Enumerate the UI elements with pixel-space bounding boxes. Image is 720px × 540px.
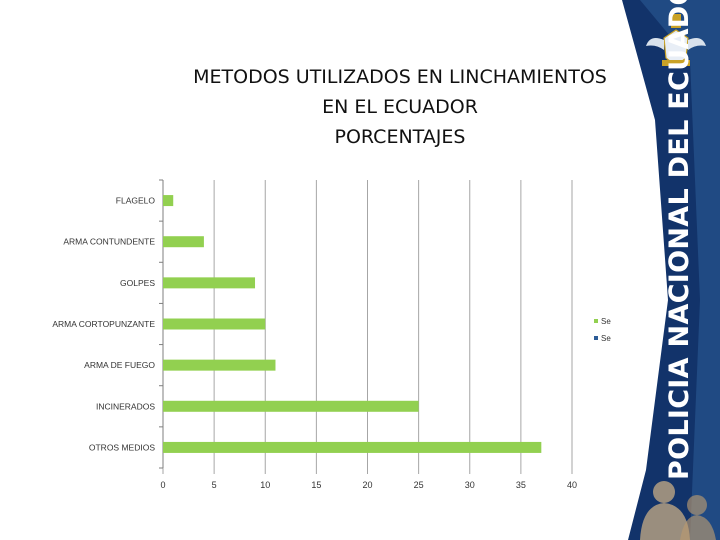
legend-swatch: [594, 319, 598, 323]
x-tick-label: 15: [311, 480, 321, 490]
officer-silhouette-icon: [640, 481, 716, 540]
category-label: INCINERADOS: [96, 401, 155, 411]
category-label: ARMA DE FUEGO: [84, 360, 155, 370]
category-label: OTROS MEDIOS: [89, 442, 155, 452]
x-tick-label: 30: [465, 480, 475, 490]
x-tick-label: 20: [362, 480, 372, 490]
bar-flagelo: [163, 195, 174, 207]
category-label: GOLPES: [120, 278, 155, 288]
chart-title-line-1: METODOS UTILIZADOS EN LINCHAMIENTOS: [193, 66, 607, 88]
x-tick-label: 40: [567, 480, 577, 490]
x-tick-label: 35: [516, 480, 526, 490]
bar-arma-contundente: [163, 236, 204, 248]
legend-label: Se: [601, 317, 611, 326]
police-crest-icon: [646, 14, 706, 67]
bar-arma-cortopunzante: [163, 318, 266, 330]
legend-label: Se: [601, 334, 611, 343]
x-tick-label: 10: [260, 480, 270, 490]
bar-arma-de-fuego: [163, 359, 276, 371]
bar-otros-medios: [163, 441, 542, 453]
category-label: ARMA CORTOPUNZANTE: [52, 319, 155, 329]
x-tick-label: 0: [160, 480, 165, 490]
chart-title-line-2: EN EL ECUADOR: [322, 96, 478, 118]
bar-incinerados: [163, 400, 419, 412]
x-tick-label: 5: [212, 480, 217, 490]
chart-title: METODOS UTILIZADOS EN LINCHAMIENTOS EN E…: [170, 62, 630, 152]
category-label: ARMA CONTUNDENTE: [63, 237, 155, 247]
x-tick-label: 25: [414, 480, 424, 490]
chart-title-line-3: PORCENTAJES: [334, 126, 466, 148]
bar-golpes: [163, 277, 256, 289]
legend-swatch: [594, 336, 598, 340]
banner-stripe: [640, 0, 720, 540]
category-label: FLAGELO: [116, 196, 156, 206]
legend: Se Se: [594, 317, 611, 343]
